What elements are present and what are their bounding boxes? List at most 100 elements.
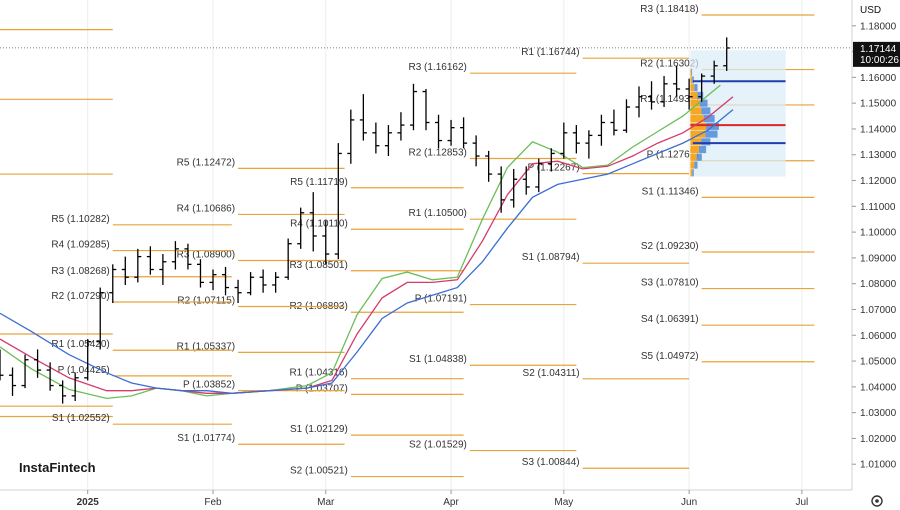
pivot-level-label: P (1.07191): [415, 294, 467, 305]
volume-bin: [705, 130, 718, 138]
candle: [297, 207, 305, 249]
price-tick-label: 1.10000: [860, 228, 897, 239]
price-tick-label: 1.01000: [860, 460, 897, 471]
time-tick-label: Mar: [317, 497, 335, 508]
candle: [710, 60, 718, 84]
candle: [109, 264, 117, 304]
price-tick-label: 1.05000: [860, 357, 897, 368]
pivot-level-label: P (1.03707): [296, 383, 348, 394]
pivot-level-label: R1 (1.05420): [51, 339, 109, 350]
time-tick-label: 2025: [77, 497, 100, 508]
volume-bin: [692, 76, 694, 84]
pivot-level-label: R4 (1.10110): [290, 218, 348, 229]
candle: [397, 112, 405, 141]
candle: [209, 269, 217, 291]
volume-bin: [701, 138, 711, 146]
pivot-level-label: S1 (1.04838): [409, 354, 467, 365]
candle: [96, 287, 104, 350]
pivot-level-label: S3 (1.07810): [641, 278, 699, 289]
candle: [259, 269, 267, 293]
volume-bin: [694, 84, 698, 92]
volume-bin: [694, 161, 698, 169]
candle: [597, 114, 605, 146]
candle: [560, 122, 568, 159]
pivot-level-label: R3 (1.08268): [51, 266, 109, 277]
volume-bin: [701, 107, 711, 115]
candle: [34, 349, 42, 378]
volume-bin: [691, 68, 693, 76]
volume-bin: [690, 138, 702, 146]
price-tick-label: 1.18000: [860, 21, 897, 32]
pivot-level-label: R5 (1.10282): [51, 214, 109, 225]
time-tick-label: May: [554, 497, 573, 508]
pivot-level-label: S5 (1.04972): [641, 351, 699, 362]
price-tick-label: 1.14000: [860, 124, 897, 135]
candle: [46, 362, 54, 391]
price-axis[interactable]: 1.180001.170001.160001.150001.140001.130…: [852, 21, 897, 471]
brand-logo: InstaFintech: [19, 460, 96, 475]
pivot-level-label: S4 (1.06391): [641, 314, 699, 325]
candle: [159, 254, 167, 285]
candle: [435, 114, 443, 149]
pivot-level-label: R1 (1.10500): [408, 208, 466, 219]
candle: [134, 248, 142, 283]
pivot-level-label: R1 (1.16744): [521, 47, 579, 58]
volume-bin: [699, 99, 708, 107]
pivot-level-label: P (1.12267): [528, 163, 580, 174]
candle: [234, 279, 242, 304]
volume-bin: [690, 146, 700, 154]
ma_fast-line: [0, 84, 721, 400]
pivot-level-label: R2 (1.16302): [640, 59, 698, 70]
candle: [0, 349, 4, 381]
price-tick-label: 1.07000: [860, 305, 897, 316]
currency-label[interactable]: USD: [860, 5, 881, 16]
candle: [21, 354, 29, 389]
candle: [171, 241, 179, 270]
candle: [673, 65, 681, 97]
volume-bin: [690, 169, 693, 177]
pivot-level-label: R3 (1.08900): [177, 249, 235, 260]
candle: [359, 94, 367, 141]
candle: [535, 158, 543, 193]
candle: [460, 117, 468, 149]
candle: [648, 81, 656, 110]
price-tick-label: 1.13000: [860, 150, 897, 161]
pivot-level-label: R5 (1.11719): [290, 177, 348, 188]
candle: [121, 256, 129, 285]
moving-averages: [0, 84, 734, 400]
price-tick-label: 1.11000: [860, 202, 896, 213]
time-axis[interactable]: 2025 Feb Mar Apr May Jun Jul: [77, 490, 809, 508]
volume-bin: [690, 161, 695, 169]
pivot-level-label: S1 (1.02129): [290, 424, 348, 435]
time-tick-label: Feb: [204, 497, 222, 508]
gear-icon[interactable]: [871, 495, 883, 507]
candle: [222, 266, 230, 296]
pivot-level-label: S3 (1.00844): [522, 457, 580, 468]
candle: [284, 238, 292, 280]
pivot-level-label: R2 (1.12853): [408, 148, 466, 159]
price-tick-label: 1.02000: [860, 434, 897, 445]
price-tick-label: 1.16000: [860, 73, 897, 84]
candle: [84, 339, 92, 381]
pivot-level-label: S1 (1.08794): [522, 252, 580, 263]
pivot-level-label: R4 (1.09285): [51, 240, 109, 251]
candle: [59, 380, 67, 404]
current-price-tag: 1.17144 10:00:26: [853, 41, 900, 67]
volume-bin: [697, 91, 704, 99]
candle: [447, 119, 455, 146]
current-price-time: 10:00:26: [860, 55, 899, 66]
volume-bin: [690, 122, 707, 130]
pivot-level-label: P (1.04425): [58, 365, 110, 376]
ma_mid-line: [0, 96, 734, 394]
time-tick-label: Jul: [795, 497, 808, 508]
volume-bin: [703, 115, 715, 123]
candle: [635, 86, 643, 118]
time-tick-label: Apr: [443, 497, 459, 508]
candle: [146, 246, 154, 275]
volume-bin: [690, 130, 706, 138]
candle: [372, 122, 380, 154]
pivot-level-label: R2 (1.07290): [51, 291, 109, 302]
candle: [347, 109, 355, 164]
volume-bin: [690, 107, 702, 115]
